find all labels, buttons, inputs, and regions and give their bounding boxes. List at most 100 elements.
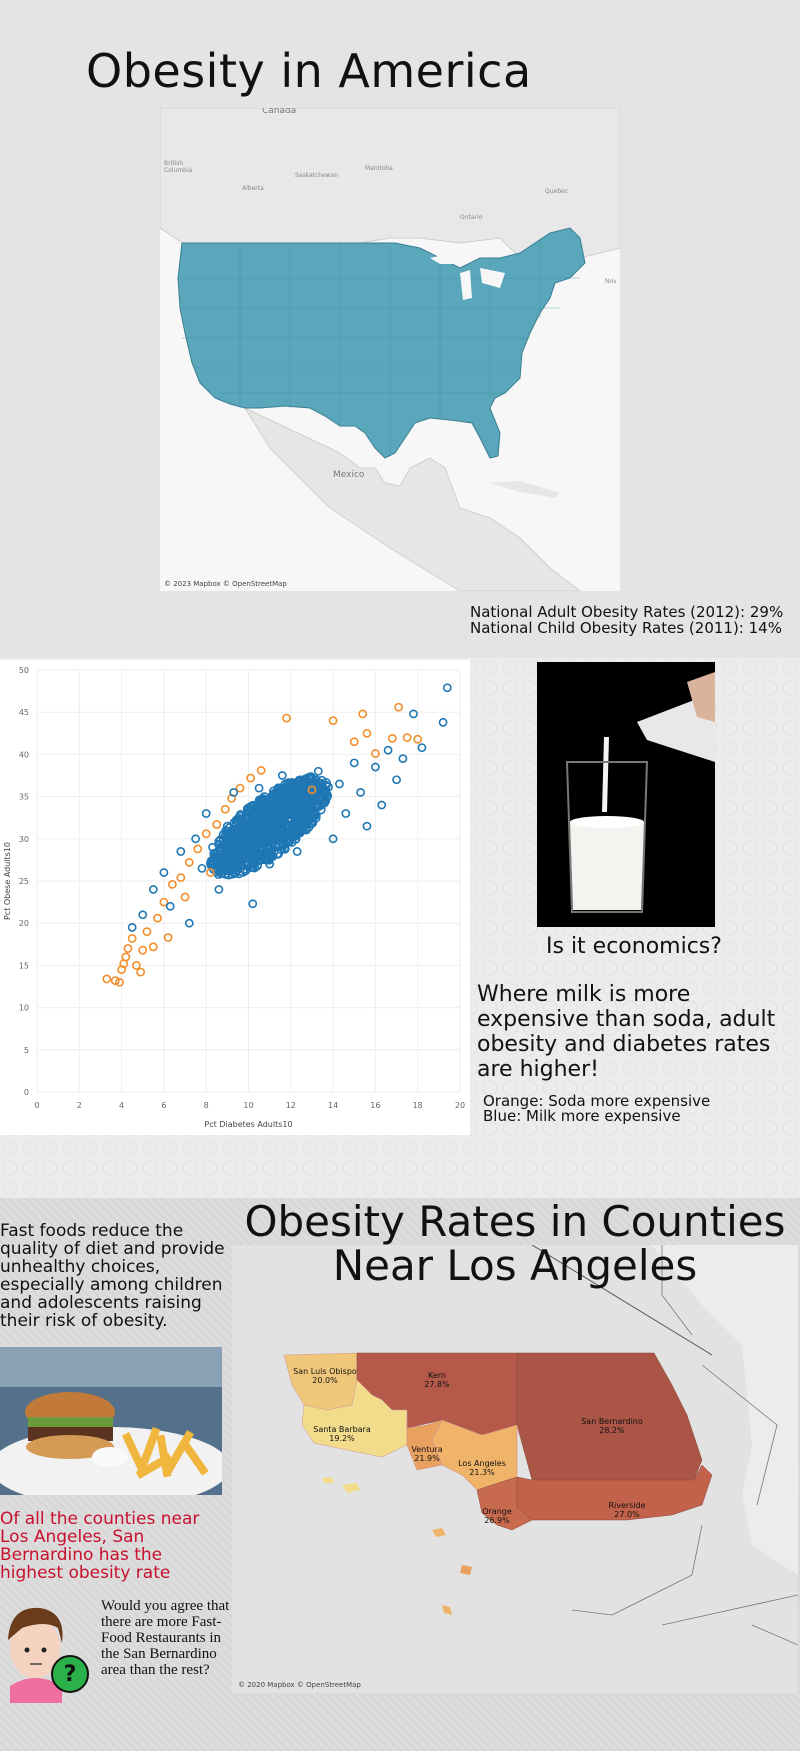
scatter-point bbox=[282, 713, 291, 723]
alberta-label: Alberta bbox=[242, 185, 264, 192]
scatter-point bbox=[387, 733, 397, 743]
scatter-point bbox=[271, 804, 281, 814]
scatter-point bbox=[394, 702, 404, 712]
scatter-point bbox=[328, 834, 338, 844]
scatter-point bbox=[254, 783, 264, 793]
scatter-point-blue bbox=[261, 797, 271, 808]
scatter-point bbox=[358, 709, 368, 719]
scatter-point-blue bbox=[320, 789, 331, 800]
mexico-label: Mexico bbox=[333, 470, 365, 480]
scatter-point-blue bbox=[261, 849, 271, 859]
scatter-point bbox=[370, 749, 380, 758]
scatter-point bbox=[165, 901, 175, 911]
scatter-point bbox=[110, 976, 120, 985]
scatter-point bbox=[349, 758, 359, 768]
scatter-point-blue bbox=[297, 822, 308, 832]
scatter-point bbox=[356, 787, 365, 797]
scatter-point-blue bbox=[290, 790, 300, 800]
y-tick-label: 0 bbox=[24, 1088, 29, 1097]
y-tick-label: 10 bbox=[19, 1004, 29, 1013]
scatter-point-blue bbox=[254, 811, 265, 821]
scatter-point bbox=[138, 945, 148, 955]
scatter-point-blue bbox=[254, 816, 265, 826]
scatter-point-blue bbox=[296, 775, 306, 786]
san-bernardino-claim: Of all the counties near Los Angeles, Sa… bbox=[0, 1509, 200, 1583]
scatter-point-blue bbox=[287, 830, 298, 841]
us-county-map[interactable]: Canada British Columbia Alberta Saskatch… bbox=[160, 108, 620, 591]
scatter-point bbox=[413, 734, 423, 744]
county-label-orange: Orange 26.9% bbox=[482, 1507, 512, 1525]
canada-label: Canada bbox=[262, 108, 297, 116]
scatter-point bbox=[197, 863, 207, 873]
scatter-point bbox=[176, 847, 186, 856]
scatter-point-blue bbox=[224, 847, 235, 857]
x-tick-label: 0 bbox=[34, 1101, 39, 1110]
x-tick-label: 8 bbox=[204, 1101, 209, 1110]
scatter-point bbox=[201, 809, 211, 818]
scatter-point bbox=[313, 766, 323, 776]
scatter-point bbox=[402, 733, 412, 742]
scatter-point bbox=[148, 942, 158, 952]
scatter-point-blue bbox=[278, 840, 289, 850]
scatter-point bbox=[136, 967, 146, 977]
x-tick-label: 12 bbox=[286, 1101, 296, 1110]
scatter-point bbox=[220, 804, 230, 814]
county-label-kern: Kern 27.8% bbox=[424, 1371, 450, 1389]
y-tick-label: 30 bbox=[19, 835, 29, 844]
scatter-point bbox=[163, 933, 173, 942]
scatter-point bbox=[417, 743, 427, 753]
x-tick-label: 6 bbox=[161, 1101, 166, 1110]
x-tick-label: 16 bbox=[370, 1101, 380, 1110]
ca-map-title: Obesity Rates in Counties Near Los Angel… bbox=[244, 1197, 786, 1290]
scatter-point bbox=[370, 762, 380, 772]
scatter-point bbox=[180, 892, 190, 902]
nova-label: Nov bbox=[605, 278, 617, 285]
national-stats: National Adult Obesity Rates (2012): 29%… bbox=[470, 604, 783, 636]
milk-pour-image bbox=[537, 662, 715, 927]
california-county-map[interactable]: © 2020 Mapbox © OpenStreetMap San Luis O… bbox=[232, 1245, 798, 1693]
scatter-point bbox=[201, 829, 211, 839]
scatter-point bbox=[299, 792, 308, 801]
scatter-point bbox=[167, 879, 177, 889]
scatter-point-blue bbox=[273, 821, 284, 831]
scatter-point bbox=[184, 918, 194, 928]
scatter-point-blue bbox=[267, 813, 278, 824]
scatter-point bbox=[292, 847, 302, 856]
scatter-point bbox=[153, 913, 162, 923]
scatter-point-blue bbox=[311, 775, 321, 785]
scatter-point bbox=[212, 820, 222, 829]
fast-food-text: Fast foods reduce the quality of diet an… bbox=[0, 1221, 225, 1331]
x-axis-label: Pct Diabetes Adults10 bbox=[204, 1120, 292, 1129]
scatter-point-blue bbox=[249, 810, 259, 821]
scatter-point bbox=[176, 873, 186, 883]
y-tick-label: 45 bbox=[19, 708, 29, 717]
scatter-point bbox=[362, 728, 372, 738]
color-legend: Orange: Soda more expensive Blue: Milk m… bbox=[483, 1094, 710, 1124]
scatter-point bbox=[159, 897, 169, 907]
county-label-riverside: Riverside 27.0% bbox=[608, 1501, 646, 1519]
scatter-point bbox=[214, 885, 224, 894]
ontario-label: Ontario bbox=[460, 214, 483, 221]
scatter-point bbox=[398, 754, 408, 764]
scatter-point-blue bbox=[250, 827, 261, 838]
scatter-point bbox=[244, 813, 253, 823]
scatter-point bbox=[349, 737, 359, 747]
scatter-point bbox=[123, 944, 133, 953]
scatter-point bbox=[235, 851, 245, 861]
scatter-point bbox=[277, 771, 287, 780]
map-attribution: © 2023 Mapbox © OpenStreetMap bbox=[164, 580, 287, 588]
scatter-point bbox=[307, 813, 317, 823]
scatter-point bbox=[265, 859, 275, 869]
scatter-point-blue bbox=[247, 844, 257, 854]
scatter-plot[interactable]: 0 2 4 6 8 10 12 14 16 18 20 0 5 10 15 20 25 30 35 40 45 50 Pct… bbox=[0, 660, 470, 1135]
county-label-san-bernardino: San Bernardino 28.2% bbox=[581, 1417, 643, 1435]
scatter-point bbox=[248, 899, 258, 909]
scatter-point-blue bbox=[234, 868, 244, 879]
quebec-label: Quebec bbox=[545, 188, 569, 195]
question-text: Would you agree that there are more Fast… bbox=[101, 1598, 230, 1678]
y-tick-label: 50 bbox=[19, 666, 29, 675]
scatter-point-blue bbox=[231, 818, 242, 829]
scatter-point-blue bbox=[266, 841, 277, 851]
scatter-point bbox=[307, 785, 317, 795]
scatter-point bbox=[208, 842, 217, 852]
